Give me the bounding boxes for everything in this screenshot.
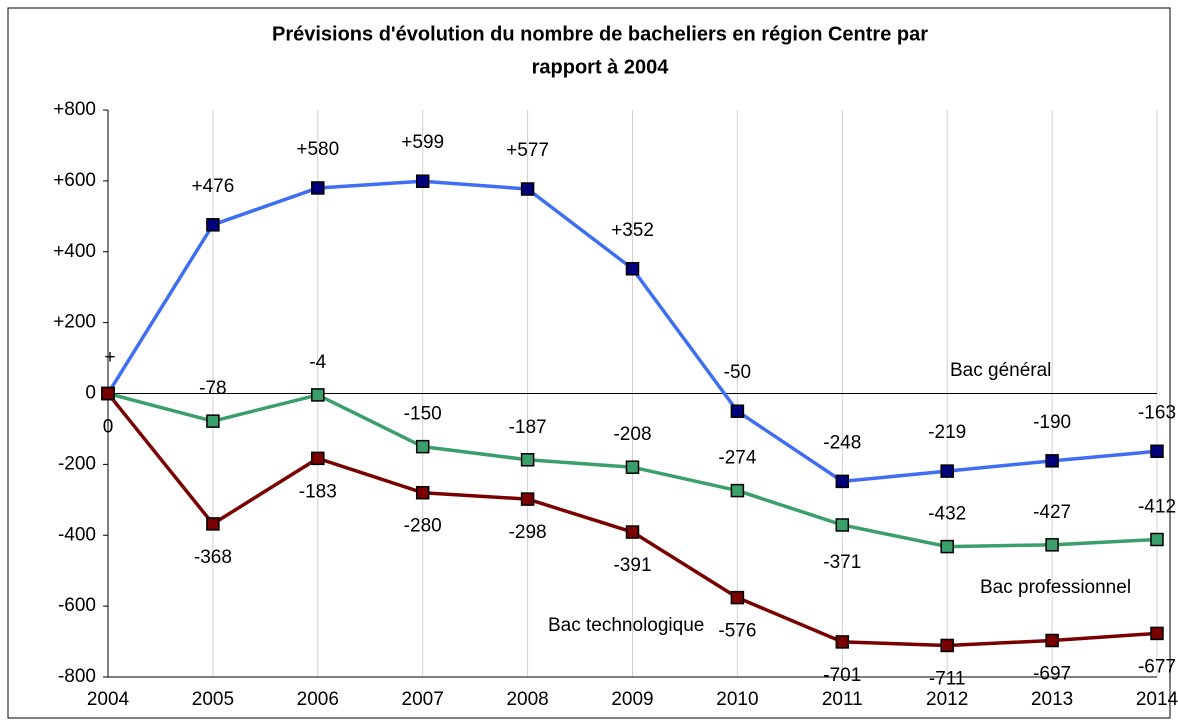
data-label: +599 <box>401 132 444 153</box>
data-point <box>940 638 954 653</box>
data-point <box>101 386 115 401</box>
data-label: -50 <box>724 362 751 383</box>
data-label: +580 <box>296 139 339 160</box>
x-tick-label: 2011 <box>822 689 863 710</box>
data-point <box>730 483 745 498</box>
y-tick-label: +400 <box>53 241 96 262</box>
x-tick-label: 2012 <box>926 689 968 710</box>
data-point <box>415 174 430 188</box>
x-tick-label: 2013 <box>1031 689 1073 710</box>
data-point <box>1045 454 1059 468</box>
data-label: -163 <box>1138 402 1176 423</box>
data-label: -371 <box>823 552 861 573</box>
data-point <box>1045 633 1059 648</box>
data-label: -190 <box>1033 412 1071 433</box>
data-point <box>206 517 220 531</box>
data-point <box>625 460 640 474</box>
data-label: +352 <box>611 220 654 241</box>
y-tick-label: +800 <box>53 99 96 120</box>
data-point <box>1150 532 1164 547</box>
data-point <box>835 518 850 532</box>
chart-border <box>7 7 1171 719</box>
data-point <box>311 451 325 466</box>
data-point <box>835 635 850 649</box>
data-point <box>835 474 850 489</box>
data-label: -274 <box>718 448 756 469</box>
data-label: 0 <box>103 417 114 438</box>
y-tick-label: -800 <box>58 666 96 687</box>
chart-title: Prévisions d'évolution du nombre de bach… <box>272 23 928 45</box>
chart-subtitle: rapport à 2004 <box>532 56 670 78</box>
x-tick-label: 2010 <box>716 689 758 710</box>
data-point <box>625 262 640 276</box>
data-label: +476 <box>192 176 235 197</box>
data-label: -701 <box>823 665 861 686</box>
data-label: -187 <box>509 417 547 438</box>
data-point <box>520 492 535 506</box>
data-label: -576 <box>718 621 756 642</box>
data-point <box>415 439 430 454</box>
data-label: -150 <box>404 404 442 425</box>
data-label: -427 <box>1033 502 1071 523</box>
y-tick-label: -600 <box>58 595 96 616</box>
y-tick-label: -400 <box>58 524 96 545</box>
x-tick-label: 2006 <box>297 689 339 710</box>
data-point <box>1150 626 1164 641</box>
y-tick-label: -200 <box>58 453 96 474</box>
data-point <box>415 485 430 500</box>
x-tick-label: 2007 <box>402 689 444 710</box>
data-label: -298 <box>509 522 547 543</box>
data-label: -711 <box>929 668 966 689</box>
data-label: -78 <box>199 378 226 399</box>
x-tick-label: 2004 <box>87 689 130 710</box>
data-label: -4 <box>309 352 326 373</box>
data-point <box>311 181 325 195</box>
data-point <box>940 539 954 554</box>
y-tick-label: +600 <box>53 170 96 191</box>
data-label: -412 <box>1138 497 1176 518</box>
data-point <box>206 218 220 232</box>
x-tick-label: 2014 <box>1136 689 1178 710</box>
data-point <box>1045 538 1059 552</box>
data-label: -183 <box>299 481 337 502</box>
series-name: Bac technologique <box>548 615 704 636</box>
data-point <box>730 404 745 418</box>
data-label: -208 <box>613 424 651 445</box>
data-label: -248 <box>823 432 861 453</box>
data-label: +577 <box>506 140 549 161</box>
data-point <box>520 453 535 467</box>
data-label: -368 <box>194 547 232 568</box>
data-point <box>625 525 640 539</box>
x-tick-label: 2008 <box>506 689 548 710</box>
data-point <box>311 388 325 402</box>
x-tick-label: 2009 <box>611 689 653 710</box>
y-tick-label: +200 <box>53 312 96 333</box>
data-label: -280 <box>404 516 442 537</box>
data-label: -391 <box>613 555 651 576</box>
data-point <box>1150 444 1164 459</box>
data-label: -677 <box>1138 656 1176 677</box>
data-point <box>940 464 954 478</box>
y-tick-label: 0 <box>85 383 96 404</box>
series-name: Bac général <box>950 360 1051 381</box>
x-tick-label: 2005 <box>192 689 234 710</box>
data-label: -697 <box>1033 664 1071 685</box>
series-name: Bac professionnel <box>980 577 1131 598</box>
data-point <box>206 414 220 428</box>
data-point <box>730 590 745 605</box>
data-point <box>520 182 535 196</box>
annotation: + <box>104 347 115 368</box>
data-label: -219 <box>928 422 966 443</box>
data-label: -432 <box>928 504 966 525</box>
